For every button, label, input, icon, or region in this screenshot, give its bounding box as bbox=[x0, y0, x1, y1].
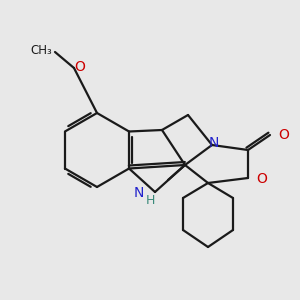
Text: N: N bbox=[134, 186, 144, 200]
Text: CH₃: CH₃ bbox=[30, 44, 52, 56]
Text: O: O bbox=[256, 172, 267, 186]
Text: O: O bbox=[278, 128, 289, 142]
Text: H: H bbox=[145, 194, 155, 208]
Text: N: N bbox=[209, 136, 219, 150]
Text: O: O bbox=[75, 60, 86, 74]
